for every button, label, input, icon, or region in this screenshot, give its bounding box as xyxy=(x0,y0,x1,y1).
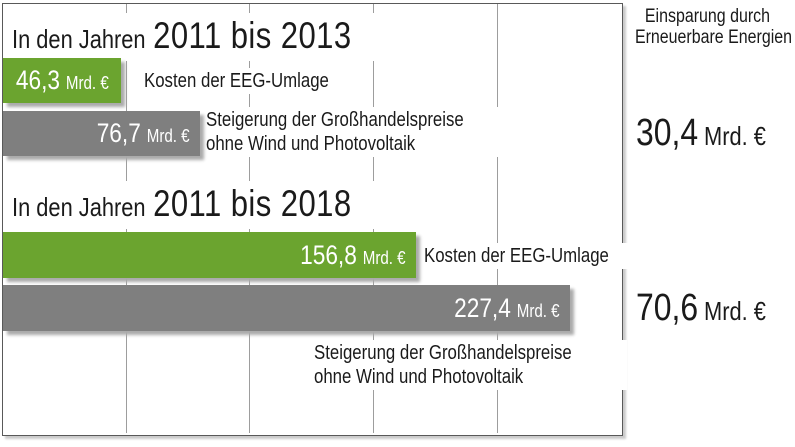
savings-value-2011-2013: 30,4 Mrd. € xyxy=(636,112,791,155)
period-2-title: In den Jahren 2011 bis 2018 xyxy=(8,181,429,229)
wholesale-bar-2011-2013-unit: Mrd. € xyxy=(147,126,190,146)
period-1-title-prefix: In den Jahren xyxy=(12,24,146,54)
eeg-bar-2011-2018-label: Kosten der EEG-Umlage xyxy=(418,243,651,269)
period-1-title-years: 2011 bis 2013 xyxy=(153,15,352,56)
wholesale-bar-2011-2013-value: 76,7 xyxy=(97,118,142,148)
eeg-bar-2011-2013-value: 46,3 xyxy=(15,65,60,95)
eeg-bar-2011-2018-value: 156,8 xyxy=(300,239,358,270)
savings-header: Einsparung durch Erneuerbare Energien xyxy=(634,6,793,48)
eeg-bar-2011-2018: 156,8 Mrd. € xyxy=(3,232,416,278)
period-2-title-years: 2011 bis 2018 xyxy=(153,183,352,224)
savings-value-2011-2018: 70,6 Mrd. € xyxy=(636,287,791,330)
wholesale-bar-2011-2018: 227,4 Mrd. € xyxy=(3,285,570,331)
wholesale-bar-2011-2013: 76,7 Mrd. € xyxy=(3,111,200,156)
wholesale-bar-2011-2018-label: Steigerung der Großhandelspreise ohne Wi… xyxy=(308,340,627,390)
savings-2011-2013-unit: Mrd. € xyxy=(704,121,766,151)
wholesale-bar-2011-2013-label: Steigerung der Großhandelspreise ohne Wi… xyxy=(200,107,519,157)
eeg-bar-2011-2013-label: Kosten der EEG-Umlage xyxy=(138,68,371,94)
period-2-title-prefix: In den Jahren xyxy=(12,192,146,222)
wholesale-bar-2011-2018-value: 227,4 xyxy=(454,292,512,323)
savings-2011-2018-number: 70,6 xyxy=(636,287,699,329)
eeg-bar-2011-2018-unit: Mrd. € xyxy=(363,247,406,268)
plot-area xyxy=(2,3,623,436)
period-1-title: In den Jahren 2011 bis 2013 xyxy=(8,13,429,61)
wholesale-bar-2011-2018-unit: Mrd. € xyxy=(517,300,560,321)
eeg-bar-2011-2013-unit: Mrd. € xyxy=(65,73,109,93)
savings-2011-2013-number: 30,4 xyxy=(636,112,699,154)
savings-2011-2018-unit: Mrd. € xyxy=(704,296,766,326)
gridline xyxy=(497,4,498,433)
eeg-bar-2011-2013: 46,3 Mrd. € xyxy=(3,58,121,103)
